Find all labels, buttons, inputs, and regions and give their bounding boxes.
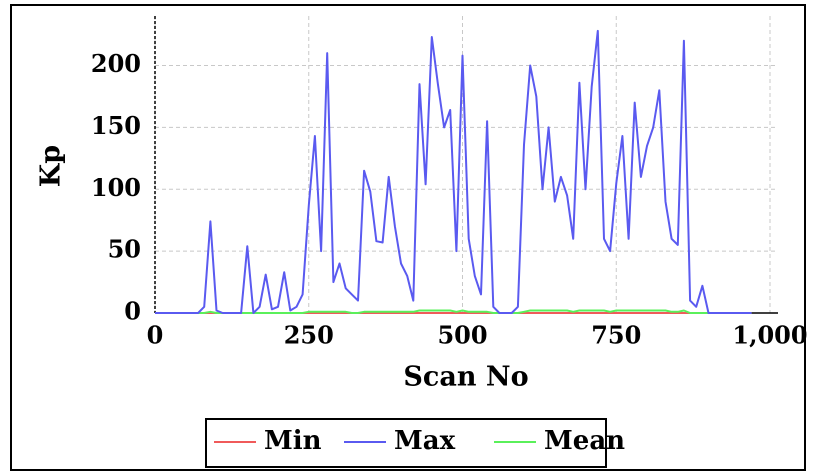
- y-tick-label: 200: [91, 49, 141, 78]
- y-tick-label: 0: [124, 297, 141, 326]
- y-tick-label: 50: [108, 235, 141, 264]
- y-tick-label: 100: [91, 173, 141, 202]
- legend-label: Mean: [544, 426, 625, 456]
- legend-label: Min: [264, 426, 322, 456]
- x-tick-label: 750: [591, 321, 641, 350]
- x-tick-label: 250: [284, 321, 334, 350]
- y-axis-label: Kp: [36, 145, 67, 187]
- x-tick-label: 500: [437, 321, 487, 350]
- x-axis-label: Scan No: [403, 362, 528, 393]
- x-tick-label: 0: [147, 321, 164, 350]
- y-tick-label: 150: [91, 111, 141, 140]
- series-line: [155, 29, 752, 314]
- legend-label: Max: [394, 426, 456, 456]
- x-tick-label: 1,000: [732, 321, 807, 350]
- legend: [205, 418, 607, 468]
- frame: [10, 4, 806, 471]
